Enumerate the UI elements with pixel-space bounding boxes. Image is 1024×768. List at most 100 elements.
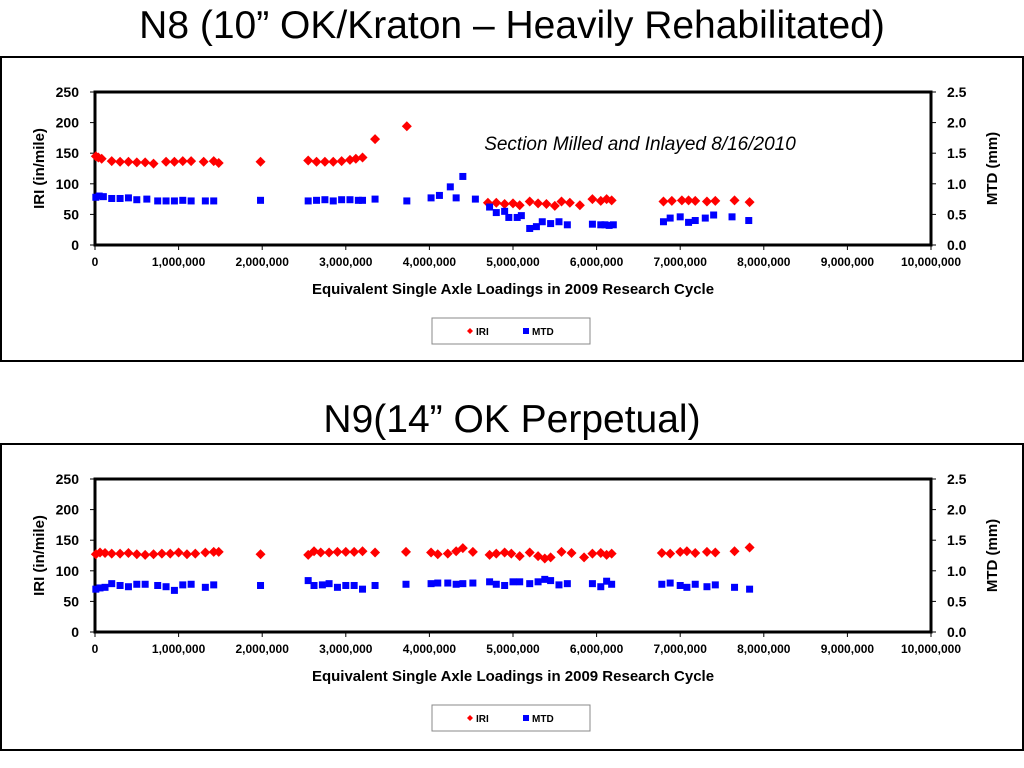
y2-tick-label: 2.5 xyxy=(947,471,967,487)
data-point-iri xyxy=(106,548,117,559)
x-tick-label: 10,000,000 xyxy=(901,255,961,269)
data-point-mtd xyxy=(210,581,218,589)
data-point-iri xyxy=(491,197,502,208)
data-point-mtd xyxy=(154,197,162,205)
data-point-iri xyxy=(579,552,590,563)
data-point-mtd xyxy=(359,196,367,204)
data-point-iri xyxy=(213,546,224,557)
data-point-mtd xyxy=(555,218,563,226)
data-point-iri xyxy=(533,198,544,209)
data-point-iri xyxy=(606,195,617,206)
data-point-mtd xyxy=(658,580,666,588)
data-point-iri xyxy=(131,549,142,560)
legend-marker-iri xyxy=(467,715,473,721)
data-point-iri xyxy=(156,548,167,559)
data-point-iri xyxy=(357,546,368,557)
data-point-mtd xyxy=(676,213,684,221)
legend-box xyxy=(431,704,591,732)
data-point-mtd xyxy=(108,194,116,202)
data-point-mtd xyxy=(563,580,571,588)
data-point-mtd xyxy=(516,578,524,586)
data-point-iri xyxy=(350,153,361,164)
data-point-iri xyxy=(675,546,686,557)
data-point-iri xyxy=(566,548,577,559)
data-point-mtd xyxy=(329,197,337,205)
data-point-mtd xyxy=(588,220,596,228)
legend-label-mtd: MTD xyxy=(532,714,554,725)
data-point-iri xyxy=(173,547,184,558)
data-point-mtd xyxy=(601,221,609,229)
x-tick-label: 6,000,000 xyxy=(570,255,624,269)
data-point-mtd xyxy=(444,579,452,587)
x-tick-label: 8,000,000 xyxy=(737,255,791,269)
data-point-iri xyxy=(499,547,510,558)
data-point-iri xyxy=(666,195,677,206)
slide-title-n8: N8 (10” OK/Kraton – Heavily Rehabilitate… xyxy=(139,4,885,47)
data-point-iri xyxy=(319,156,330,167)
y2-tick-label: 0.5 xyxy=(947,206,967,222)
y-tick-label: 200 xyxy=(56,115,80,131)
legend: IRI MTD xyxy=(431,704,591,732)
data-point-iri xyxy=(336,156,347,167)
data-point-mtd xyxy=(555,581,563,589)
data-point-iri xyxy=(729,195,740,206)
x-axis-label: Equivalent Single Axle Loadings in 2009 … xyxy=(312,281,714,298)
data-point-mtd xyxy=(526,580,534,588)
data-point-iri xyxy=(213,157,224,168)
y-tick-label: 150 xyxy=(56,145,80,161)
y-tick-label: 100 xyxy=(56,176,80,192)
data-point-iri xyxy=(681,546,692,557)
data-point-mtd xyxy=(116,194,124,202)
data-point-mtd xyxy=(318,581,326,589)
data-point-iri xyxy=(200,547,211,558)
slide-title-n9: N9(14” OK Perpetual) xyxy=(323,398,701,441)
data-point-mtd xyxy=(547,577,555,585)
data-point-iri xyxy=(340,546,351,557)
y2-tick-label: 0.0 xyxy=(947,237,967,253)
data-point-mtd xyxy=(101,583,109,591)
data-point-mtd xyxy=(435,191,443,199)
y2-tick-label: 1.5 xyxy=(947,145,967,161)
x-tick-label: 0 xyxy=(92,642,99,656)
data-point-iri xyxy=(524,196,535,207)
data-point-mtd xyxy=(143,195,151,203)
data-point-iri xyxy=(506,548,517,559)
data-point-mtd xyxy=(371,195,379,203)
data-point-mtd xyxy=(501,581,509,589)
data-point-iri xyxy=(140,549,151,560)
data-point-iri xyxy=(467,546,478,557)
x-axis-label: Equivalent Single Axle Loadings in 2009 … xyxy=(312,668,714,685)
data-point-mtd xyxy=(333,583,341,591)
data-point-mtd xyxy=(538,218,546,226)
data-point-mtd xyxy=(427,580,435,588)
x-tick-label: 0 xyxy=(92,255,99,269)
data-point-iri xyxy=(106,156,117,167)
data-point-mtd xyxy=(95,192,103,200)
data-point-mtd xyxy=(608,580,616,588)
data-point-iri xyxy=(658,196,669,207)
y2-tick-label: 2.0 xyxy=(947,502,967,518)
data-point-mtd xyxy=(342,581,350,589)
y2-tick-label: 1.5 xyxy=(947,532,967,548)
legend-label-iri: IRI xyxy=(476,714,489,725)
data-point-iri xyxy=(370,134,381,145)
data-point-mtd xyxy=(746,585,754,593)
legend-label-iri: IRI xyxy=(476,327,489,338)
data-point-mtd xyxy=(745,217,753,225)
data-point-iri xyxy=(208,156,219,167)
x-tick-label: 3,000,000 xyxy=(319,642,373,656)
data-point-mtd xyxy=(526,224,534,232)
data-point-mtd xyxy=(676,581,684,589)
data-point-mtd xyxy=(532,223,540,231)
data-point-iri xyxy=(606,548,617,559)
data-point-mtd xyxy=(350,581,358,589)
chart-panel-n8: 0 1,000,000 2,000,000 3,000,000 4,000,000 5,0… xyxy=(0,56,1024,362)
data-point-mtd xyxy=(603,577,611,585)
data-point-iri xyxy=(524,547,535,558)
data-point-iri xyxy=(303,155,314,166)
data-point-mtd xyxy=(371,581,379,589)
data-point-mtd xyxy=(505,213,513,221)
data-point-mtd xyxy=(403,197,411,205)
legend-marker-mtd xyxy=(523,328,529,334)
y-axis-label: IRI (in/mile) xyxy=(31,128,48,209)
